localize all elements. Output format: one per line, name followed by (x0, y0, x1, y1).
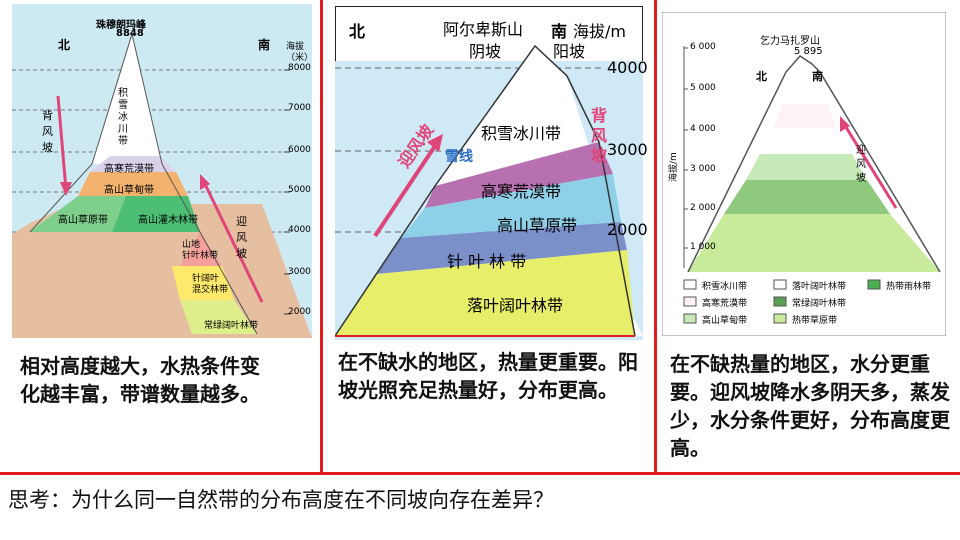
elevation-tick: 7000 (288, 103, 311, 113)
zone-mixed: 针阔叶 混交林带 (192, 274, 229, 295)
peak-height: 8848 (116, 28, 144, 39)
zone-conifer: 山地 针叶林带 (182, 240, 219, 261)
sunny-slope-label: 阳坡 (553, 42, 586, 61)
legend-item: 常绿阔叶林带 (792, 299, 847, 309)
zone-conifer: 针 叶 林 带 (447, 252, 527, 271)
axis-title: 海拔/m (669, 152, 679, 182)
peak-name: 珠穆朗玛峰 (96, 20, 146, 31)
kilimanjaro-diagram: 乞力马扎罗山 5 895 北 南 海拔/m 6 000 5 000 4 000 … (661, 11, 947, 337)
zone-snow: 积雪冰川带 (481, 124, 562, 143)
elevation-tick: 1 000 (690, 242, 716, 252)
elevation-tick: 3000 (288, 267, 311, 277)
zone-alpine-steppe: 高山草原带 (58, 215, 108, 226)
elevation-tick: 2000 (607, 220, 648, 239)
elevation-tick: 5000 (288, 185, 311, 195)
legend-item: 高山草甸带 (702, 316, 748, 326)
elevation-tick: 6000 (288, 145, 311, 155)
north-label: 北 (349, 22, 366, 41)
divider-left (320, 0, 323, 472)
south-label: 南 (551, 22, 568, 41)
legend-item: 热带雨林带 (886, 282, 932, 292)
north-label: 北 (756, 70, 767, 83)
elevation-tick: 6 000 (690, 42, 716, 52)
everest-diagram: 珠穆朗玛峰 8848 北 南 海拔 （米） 8000 7000 6000 500… (12, 4, 314, 338)
zone-evergreen: 常绿阔叶林带 (204, 321, 259, 331)
discussion-question: 思考：为什么同一自然带的分布高度在不同坡向存在差异？ (8, 488, 554, 512)
mountain-name: 阿尔卑斯山 (443, 20, 524, 39)
axis-title: 海拔/m (573, 22, 626, 41)
south-label: 南 (812, 70, 823, 83)
elevation-tick: 3 000 (690, 164, 716, 174)
elevation-tick: 3000 (607, 140, 648, 159)
zone-alpine-desert: 高寒荒漠带 (104, 164, 154, 175)
windward-label: 迎 风 坡 (236, 215, 247, 260)
legend-item: 积雪冰川带 (702, 282, 748, 292)
divider-bottom (0, 472, 960, 475)
snowline-label: 雪线 (445, 149, 473, 165)
zone-alpine-desert: 高寒荒漠带 (481, 182, 562, 201)
shady-slope-label: 阴坡 (469, 42, 502, 61)
mountain-name: 乞力马扎罗山 (760, 36, 820, 47)
windward-label: 迎 风 坡 (856, 145, 866, 184)
legend-item: 落叶阔叶林带 (792, 282, 847, 292)
caption-sunny-slope: 在不缺水的地区，热量更重要。阳坡光照充足热量好，分布更高。 (338, 350, 638, 402)
north-label: 北 (58, 38, 71, 52)
elevation-tick: 4 000 (690, 124, 716, 134)
alps-diagram: 北 阿尔卑斯山 阴坡 南 阳坡 海拔/m 4000 3000 2000 迎风坡 … (334, 5, 648, 341)
zone-deciduous: 落叶阔叶林带 (467, 296, 564, 315)
mountain-height: 5 895 (794, 46, 823, 57)
legend-item: 热带草原带 (792, 316, 838, 326)
legend-item: 高寒荒漠带 (702, 299, 748, 309)
elevation-tick: 4000 (607, 58, 648, 77)
zone-alpine-shrub: 高山灌木林带 (138, 215, 198, 226)
elevation-tick: 5 000 (690, 83, 716, 93)
elevation-tick: 4000 (288, 225, 311, 235)
leeward-label: 背 风 坡 (591, 106, 608, 165)
elevation-tick: 8000 (288, 63, 311, 73)
south-label: 南 (258, 38, 271, 52)
leeward-label: 背 风 坡 (42, 109, 53, 154)
zone-alpine-steppe: 高山草原带 (497, 216, 578, 235)
elevation-tick: 2 000 (690, 203, 716, 213)
axis-title: 海拔 （米） (286, 42, 314, 63)
zone-snow: 积 雪 冰 川 带 (118, 88, 128, 147)
zone-alpine-meadow: 高山草甸带 (104, 185, 154, 196)
caption-relative-height: 相对高度越大，水热条件变化越丰富，带谱数量越多。 (20, 354, 260, 406)
caption-windward-slope: 在不缺热量的地区，水分更重要。迎风坡降水多阴天多，蒸发少，水分条件更好，分布高度… (670, 352, 950, 460)
divider-right (654, 0, 657, 472)
elevation-tick: 2000 (288, 307, 311, 317)
